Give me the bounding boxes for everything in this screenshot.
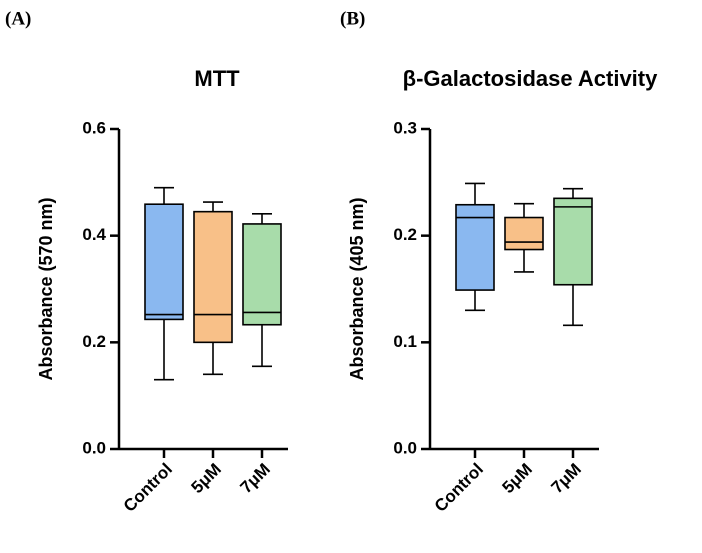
y-tick-label: 0.4 — [82, 225, 106, 244]
y-tick-label: 0.2 — [393, 225, 417, 244]
y-tick-label: 0.0 — [82, 438, 106, 457]
y-tick-label: 0.1 — [393, 332, 417, 351]
chart-title: β-Galactosidase Activity — [403, 66, 658, 91]
box — [242, 223, 282, 326]
box — [455, 203, 495, 291]
x-tick-label: Control — [431, 460, 487, 516]
y-axis-label: Absorbance (570 nm) — [36, 197, 56, 380]
x-tick-label: 5μM — [188, 460, 225, 497]
box — [193, 210, 233, 344]
box — [553, 197, 593, 286]
box — [504, 216, 544, 251]
panel-label: (B) — [340, 8, 365, 29]
y-tick-label: 0.2 — [82, 332, 106, 351]
y-tick-label: 0.6 — [82, 118, 106, 137]
x-tick-label: Control — [120, 460, 176, 516]
x-tick-label: 7μM — [548, 460, 585, 497]
chart-title: MTT — [194, 66, 240, 91]
y-axis-label: Absorbance (405 nm) — [347, 197, 367, 380]
panel-label: (A) — [5, 8, 31, 29]
box — [144, 203, 184, 321]
x-tick-label: 7μM — [237, 460, 274, 497]
x-tick-label: 5μM — [499, 460, 536, 497]
y-tick-label: 0.3 — [393, 118, 417, 137]
y-tick-label: 0.0 — [393, 438, 417, 457]
